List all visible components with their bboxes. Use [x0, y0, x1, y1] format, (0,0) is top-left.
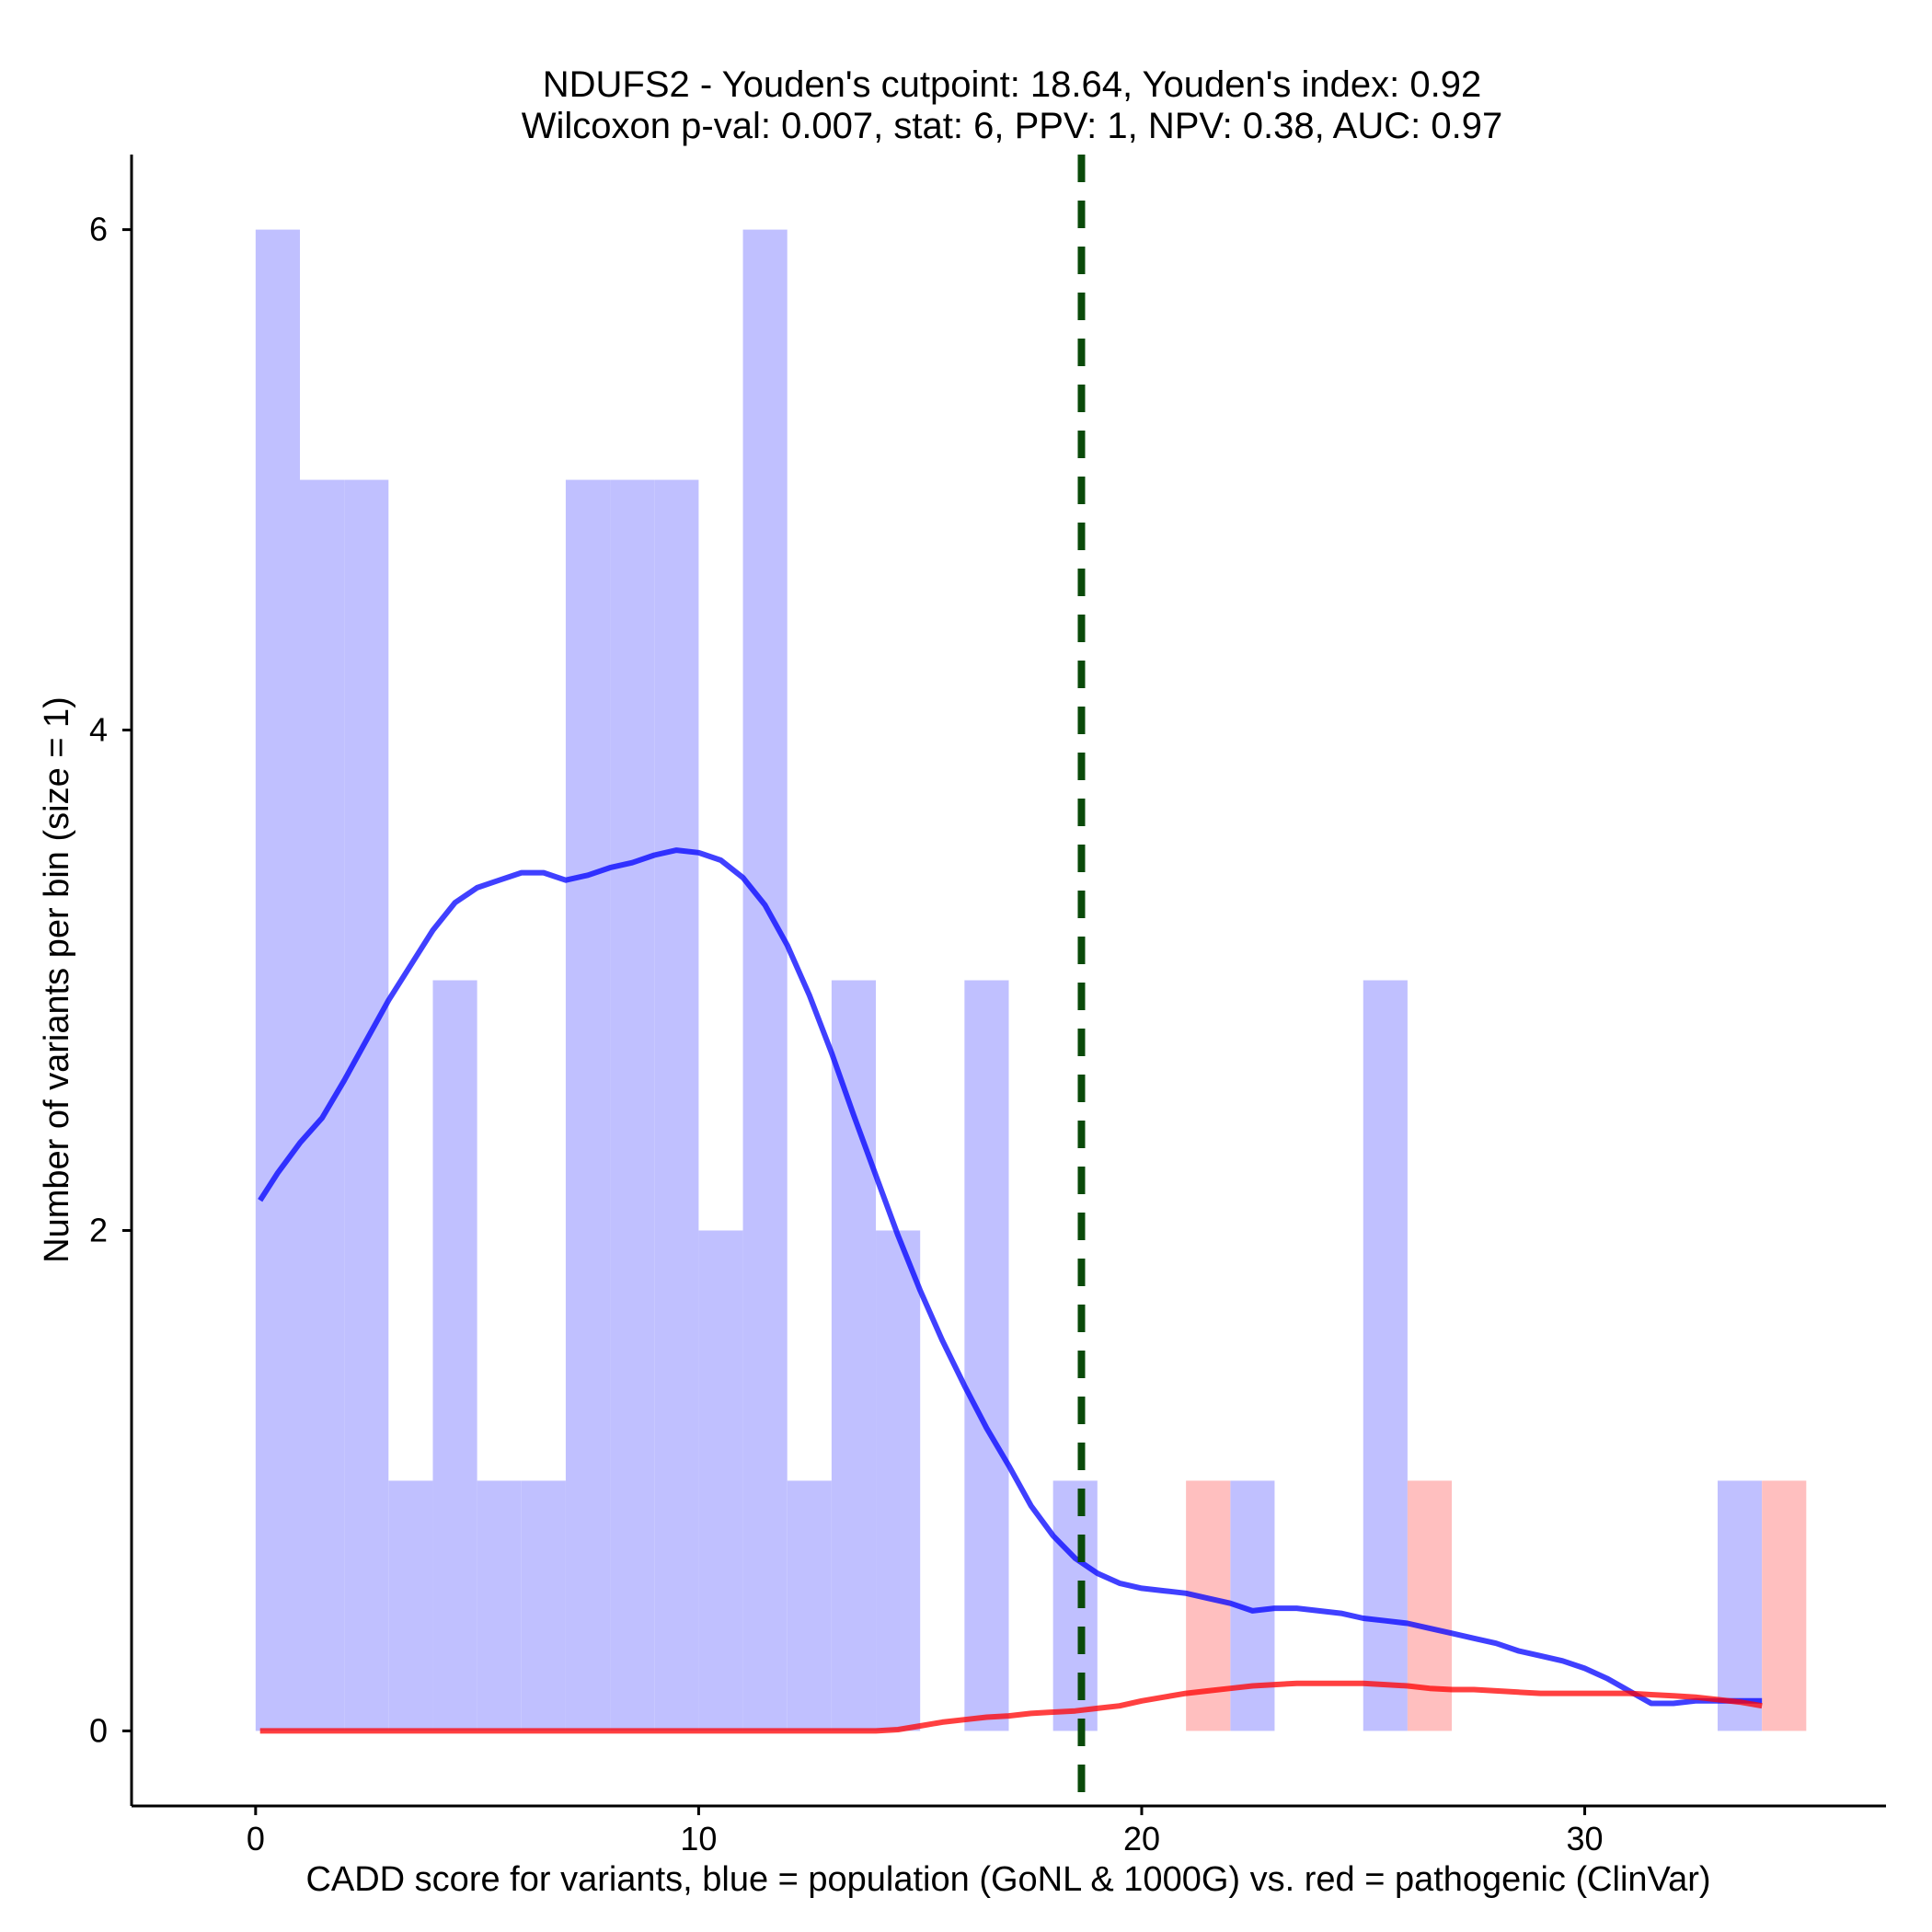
population-bar	[477, 1480, 522, 1731]
pathogenic-bar	[1407, 1480, 1453, 1731]
population-bar	[1363, 980, 1408, 1731]
tick-labels: 0 10 20 30 0 2 4 6	[89, 211, 1604, 1857]
x-tick-label: 30	[1567, 1820, 1604, 1857]
population-bar	[654, 479, 699, 1731]
chart-subtitle: Wilcoxon p-val: 0.007, stat: 6, PPV: 1, …	[522, 106, 1502, 146]
x-tick-label: 20	[1123, 1820, 1160, 1857]
population-bar	[299, 479, 345, 1731]
x-tick-label: 10	[680, 1820, 717, 1857]
population-bar	[610, 479, 655, 1731]
population-density-line	[258, 847, 1763, 1707]
population-bar	[344, 479, 389, 1731]
axes	[130, 155, 1886, 1808]
population-bar	[876, 1230, 921, 1731]
population-bar	[565, 479, 611, 1731]
population-bar	[742, 229, 788, 1731]
pathogenic-density-line	[259, 1680, 1763, 1734]
y-tick-label: 4	[89, 711, 108, 749]
y-tick-label: 2	[89, 1211, 108, 1248]
population-bar	[255, 229, 300, 1731]
pathogenic-bar	[1762, 1480, 1807, 1731]
population-bar	[964, 980, 1009, 1731]
y-axis-title: Number of variants per bin (size = 1)	[38, 696, 76, 1263]
population-bar	[698, 1230, 743, 1731]
population-bar	[787, 1480, 832, 1731]
population-bar	[1718, 1480, 1763, 1731]
population-bar	[432, 980, 477, 1731]
chart-title: NDUFS2 - Youden's cutpoint: 18.64, Youde…	[543, 64, 1481, 105]
population-bar	[831, 980, 877, 1731]
population-bar	[388, 1480, 433, 1731]
x-axis-title: CADD score for variants, blue = populati…	[305, 1860, 1710, 1899]
histogram-bars	[255, 229, 1807, 1731]
y-tick-label: 6	[89, 211, 108, 248]
population-bar	[1052, 1480, 1098, 1731]
population-bar	[521, 1480, 566, 1731]
y-tick-label: 0	[89, 1711, 108, 1749]
x-tick-label: 0	[247, 1820, 265, 1857]
density-curves	[258, 847, 1763, 1734]
